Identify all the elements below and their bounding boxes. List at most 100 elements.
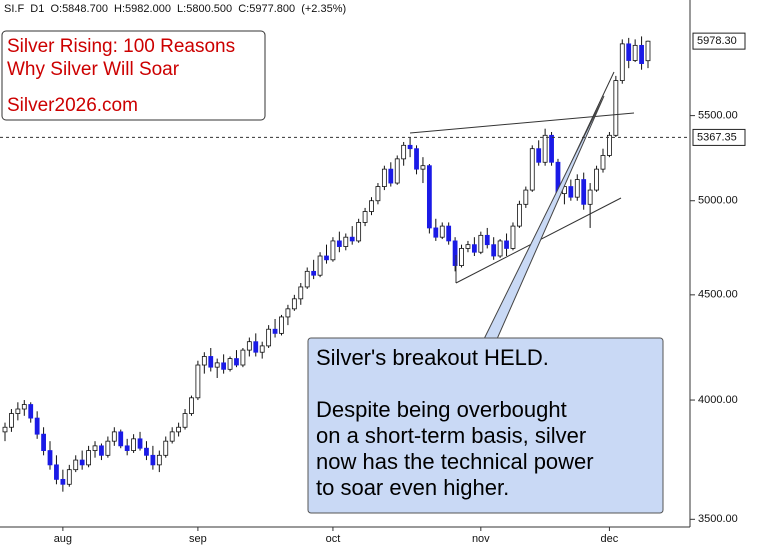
candle-body — [92, 445, 98, 451]
candle-body — [227, 358, 233, 370]
candle-body — [182, 413, 188, 428]
candle-body — [607, 134, 612, 156]
candle-body — [587, 189, 593, 205]
callout-line: to soar even higher. — [316, 475, 509, 500]
candle-body — [439, 225, 445, 238]
candle-body — [452, 240, 458, 266]
candle-body — [324, 255, 329, 261]
candle-body — [285, 308, 291, 318]
callout-line: Despite being overbought — [316, 397, 567, 422]
candle-body — [478, 234, 484, 253]
callout-line: now has the technical power — [316, 449, 594, 474]
x-tick-label: dec — [601, 533, 619, 545]
candle-body — [221, 362, 227, 370]
candle-body — [47, 450, 53, 466]
candle-body — [446, 225, 452, 242]
candle-body — [388, 168, 394, 184]
candle-body — [639, 44, 644, 64]
x-tick-label: oct — [326, 533, 341, 545]
plot — [2, 36, 651, 492]
candle-body — [246, 341, 252, 351]
site-label: Silver2026.com — [7, 95, 138, 116]
candle-body — [613, 80, 619, 136]
candle-body — [356, 222, 362, 242]
candle-body — [459, 248, 464, 266]
x-tick-label: aug — [54, 533, 72, 545]
candle-body — [369, 200, 374, 212]
price-marker-label: 5367.35 — [697, 131, 737, 143]
candle-body — [291, 298, 297, 310]
candle-body — [491, 244, 497, 257]
candle-body — [407, 144, 413, 150]
candle-body — [336, 240, 342, 247]
candle-body — [266, 328, 272, 347]
candle-body — [317, 255, 323, 276]
candle-body — [362, 211, 368, 223]
candle-body — [28, 404, 34, 419]
title-line: Why Silver Will Soar — [7, 59, 180, 80]
candle-body — [529, 148, 535, 191]
candle-body — [105, 440, 111, 456]
candle-body — [2, 426, 8, 433]
candle-body — [163, 440, 169, 456]
candle-body — [632, 44, 638, 61]
candle-body — [549, 134, 554, 163]
candle-body — [124, 445, 130, 451]
candle-body — [259, 345, 265, 353]
candle-body — [150, 454, 156, 466]
candle-body — [240, 349, 246, 366]
callout-heading: Silver's breakout HELD. — [316, 345, 549, 370]
y-tick-label: 5000.00 — [698, 195, 738, 207]
candle-body — [60, 478, 66, 485]
candle-body — [86, 450, 91, 466]
candle-body — [568, 186, 574, 198]
candle-body — [41, 433, 46, 451]
candle-body — [574, 179, 580, 198]
candle-body — [471, 244, 477, 253]
candle-body — [523, 189, 529, 205]
candle-body — [414, 148, 419, 170]
candle-body — [156, 454, 162, 466]
candle-body — [375, 186, 381, 202]
candle-body — [214, 362, 220, 368]
trend-line — [409, 112, 635, 134]
candle-body — [79, 459, 85, 466]
price-marker-label: 5978.30 — [697, 35, 737, 47]
candle-body — [433, 227, 439, 238]
y-tick-label: 4500.00 — [698, 289, 738, 301]
candle-body — [54, 464, 59, 480]
candle-body — [9, 413, 14, 428]
candle-body — [626, 43, 632, 61]
x-tick-label: nov — [472, 533, 490, 545]
candle-body — [15, 408, 21, 414]
candle-body — [137, 438, 143, 449]
candle-body — [234, 358, 239, 366]
candle-body — [298, 286, 304, 300]
candle-body — [619, 43, 625, 81]
callout-box — [307, 337, 664, 514]
candle-body — [465, 244, 471, 249]
y-tick-label: 3500.00 — [698, 513, 738, 525]
title-box — [1, 30, 266, 121]
candle-body — [510, 225, 516, 249]
candle-body — [600, 155, 606, 170]
candle-body — [394, 158, 400, 184]
title-line: Silver Rising: 100 Reasons — [7, 36, 235, 57]
candle-body — [73, 459, 79, 471]
candle-body — [99, 445, 104, 456]
candle-body — [536, 148, 542, 163]
y-tick-label: 4000.00 — [698, 394, 738, 406]
candle-body — [420, 165, 426, 170]
candle-body — [131, 438, 136, 451]
price-marker-box — [692, 128, 746, 146]
candle-body — [497, 240, 503, 257]
candle-body — [176, 426, 182, 433]
candle-body — [504, 240, 509, 249]
candle-body — [343, 236, 349, 247]
candle-body — [542, 134, 548, 163]
candle-body — [34, 417, 40, 435]
x-tick-label: sep — [189, 533, 207, 545]
candle-body — [195, 364, 201, 399]
candle-body — [253, 341, 259, 353]
candle-body — [279, 316, 284, 334]
